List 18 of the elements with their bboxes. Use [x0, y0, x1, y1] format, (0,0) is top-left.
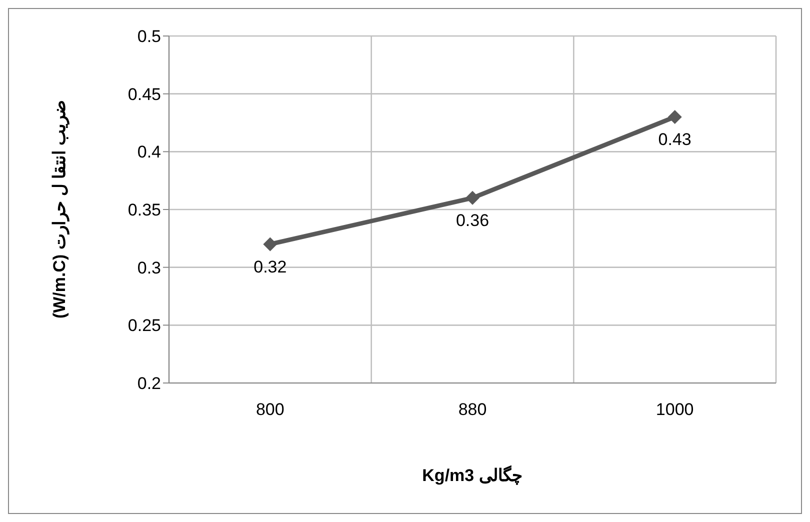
y-tick-label: 0.5: [137, 27, 161, 46]
data-label: 0.36: [456, 211, 490, 230]
point: [263, 237, 278, 252]
y-tick-label: 0.35: [128, 200, 161, 220]
y-tick-label: 0.2: [137, 374, 161, 394]
y-tick-label: 0.25: [128, 316, 161, 336]
x-tick-label: 1000: [656, 400, 694, 420]
point: [466, 190, 480, 205]
y-tick-label: 0.45: [128, 84, 161, 104]
data-label: 0.43: [658, 130, 692, 150]
data-label: 0.32: [254, 257, 287, 276]
x-axis-title: Kg/m3 چگالی: [422, 465, 523, 486]
x-tick-label: 880: [458, 400, 487, 420]
x-tick-label: 800: [256, 400, 284, 420]
y-tick-label: 0.4: [137, 142, 161, 162]
y-axis-title: (W/m.C) ضریب انتقا ل حرارت: [50, 100, 70, 319]
y-tick-label: 0.3: [137, 258, 161, 278]
point: [668, 110, 682, 124]
